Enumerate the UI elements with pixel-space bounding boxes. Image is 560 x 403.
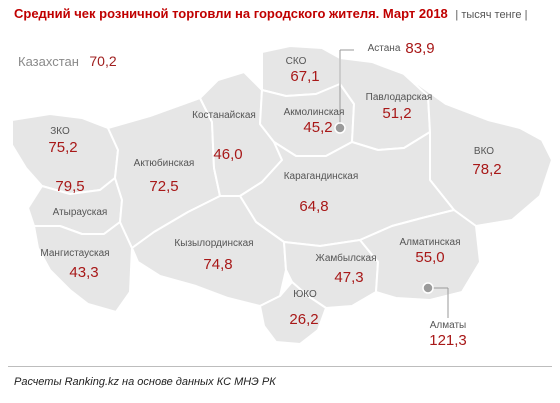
label-zhambyl: Жамбылская <box>315 253 377 264</box>
value-karaganda: 64,8 <box>299 198 329 215</box>
value-atyrau: 79,5 <box>55 178 85 195</box>
value-akmola: 45,2 <box>303 119 333 136</box>
value-almaty-city: 121,3 <box>429 332 467 349</box>
label-almaty-region: Алматинская <box>399 237 461 248</box>
value-pavlodar: 51,2 <box>382 105 412 122</box>
value-zhambyl: 47,3 <box>334 269 364 286</box>
label-astana: Астана <box>367 43 401 54</box>
value-almaty-region: 55,0 <box>415 249 445 266</box>
footer-divider <box>8 366 552 367</box>
region-mangistau <box>33 221 133 313</box>
label-yuko: ЮКО <box>293 289 317 300</box>
country-value: 70,2 <box>89 53 117 69</box>
unit-label: | тысяч тенге | <box>455 9 528 21</box>
almaty-marker <box>422 282 434 294</box>
label-atyrau: Атырауская <box>52 207 108 218</box>
region-yuko <box>259 281 327 345</box>
title-text: Средний чек розничной торговли на городс… <box>14 6 448 21</box>
value-zko: 75,2 <box>48 139 78 156</box>
label-zko: ЗКО <box>50 126 70 137</box>
label-kostanay: Костанайская <box>192 110 256 121</box>
label-pavlodar: Павлодарская <box>365 92 433 103</box>
label-karaganda: Карагандинская <box>283 171 359 182</box>
source-note: Расчеты Ranking.kz на основе данных КС М… <box>14 376 276 388</box>
value-astana: 83,9 <box>405 40 435 57</box>
region-pavlodar <box>339 57 431 151</box>
country-label: Казахстан <box>18 54 79 69</box>
map-title: Средний чек розничной торговли на городс… <box>14 6 527 21</box>
value-sko: 67,1 <box>290 68 320 85</box>
label-mangistau: Мангистауская <box>40 248 110 259</box>
label-kyzylorda: Кызылординская <box>174 238 254 249</box>
value-vko: 78,2 <box>472 161 502 178</box>
value-kostanay: 46,0 <box>213 146 243 163</box>
region-almaty <box>359 209 481 301</box>
astana-marker <box>334 122 346 134</box>
value-yuko: 26,2 <box>289 311 319 328</box>
label-sko: СКО <box>285 56 307 67</box>
country-total: Казахстан 70,2 <box>18 53 117 71</box>
value-kyzylorda: 74,8 <box>203 256 233 273</box>
region-zhambyl <box>283 239 379 309</box>
label-vko: ВКО <box>473 146 495 157</box>
label-akmola: Акмолинская <box>283 107 345 118</box>
value-aktobe: 72,5 <box>149 178 179 195</box>
label-almaty-city: Алматы <box>429 320 467 331</box>
value-mangistau: 43,3 <box>69 264 99 281</box>
label-aktobe: Актюбинская <box>133 158 195 169</box>
